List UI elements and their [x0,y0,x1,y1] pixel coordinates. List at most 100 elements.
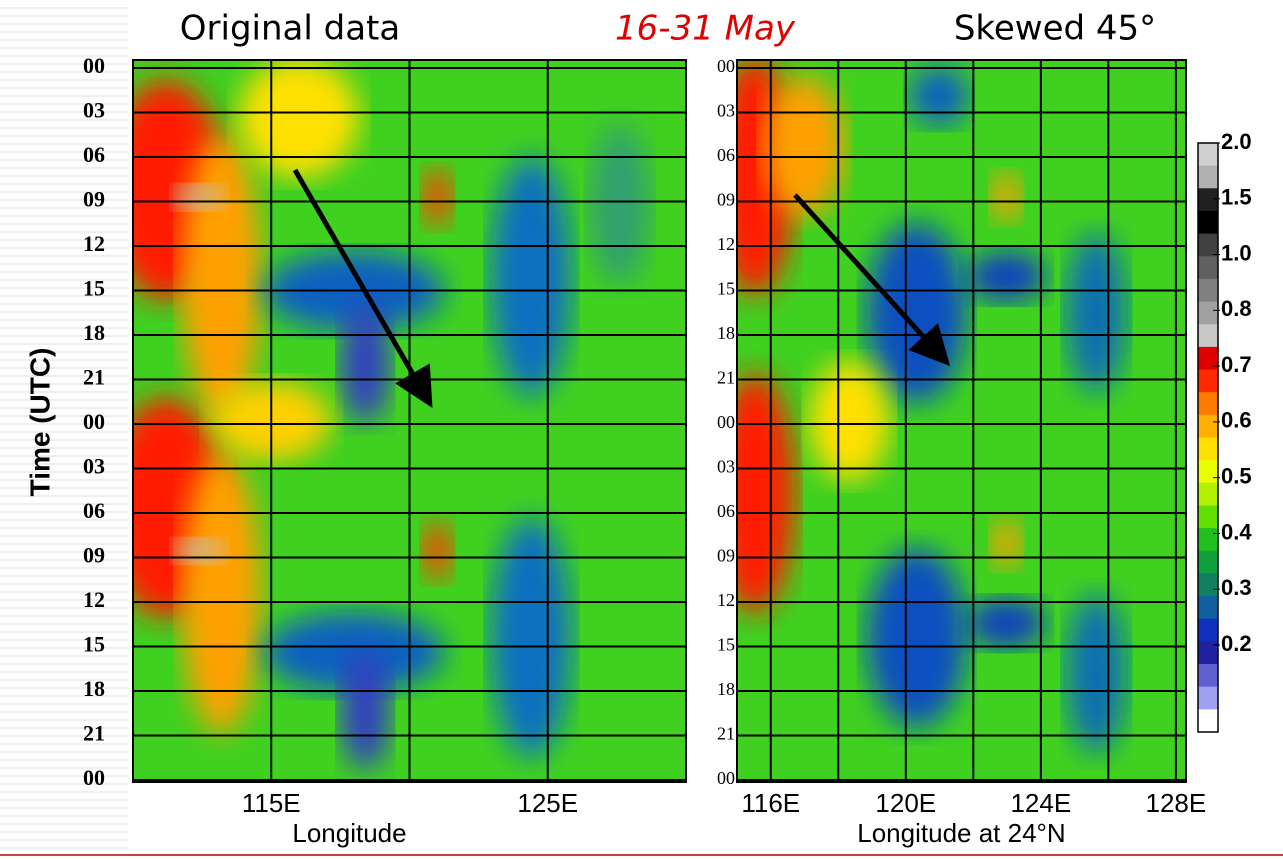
colorbar-swatch [1198,278,1218,303]
y-tick-label: 03 [717,457,735,477]
heatmap-blob [238,60,359,178]
y-tick-label: 09 [83,187,105,212]
colorbar-swatch [1198,233,1218,257]
heatmap-blob [966,251,1047,302]
y-tick-label: 06 [83,498,105,523]
panels: 00 03 06 09 12 15 18 21 00 03 06 09 12 15 18 21 00 115E 12… [83,53,1206,848]
plot-frame [132,59,687,783]
colorbar-swatch [1198,210,1218,235]
y-tick-label: 06 [717,501,735,521]
y-tick-label: 06 [83,142,105,167]
colorbar-swatch [1198,437,1218,461]
x-tick-label: 128E [1146,788,1207,818]
y-tick-label: 12 [717,234,735,254]
heatmap-blob [866,222,967,403]
colorbar-swatch [1198,618,1218,642]
colorbar-swatch [1198,324,1218,348]
y-tick-label: 09 [83,543,105,568]
colorbar-swatch [1198,392,1218,416]
arrow [292,168,433,408]
y-tick-label: 18 [717,323,735,343]
y-tick-label: 18 [83,320,105,345]
heatmap-blob [422,520,453,581]
heatmap-blob [422,167,453,228]
colorbar-swatch [1198,143,1218,167]
y-tick-label: 09 [717,546,735,566]
y-tick-label: 00 [717,56,735,76]
heatmap-blob [340,303,391,424]
y-tick-label: 00 [83,409,105,434]
x-tick-label: 120E [875,788,936,818]
y-tick-label: 03 [717,101,735,121]
y-tick-label: 21 [83,365,105,390]
heatmap-blob [866,547,967,728]
y-tick-label: 12 [83,587,105,612]
heatmap [737,60,1186,782]
heatmap-blob [174,185,225,210]
y-tick-label: 21 [717,368,735,388]
y-tick-label: 06 [717,145,735,165]
heatmap [133,60,686,782]
colorbar-frame [1197,142,1219,733]
heatmap-blob [991,518,1022,569]
colorbar-swatch [1198,709,1218,733]
x-axis-label: Longitude [292,818,406,848]
y-tick-label: 12 [83,231,105,256]
colorbar-swatch [1198,414,1218,438]
heatmap-blob [991,172,1022,223]
y-tick-label: 21 [83,721,105,746]
y-tick-label: 00 [717,768,735,788]
colorbar-swatch [1198,528,1218,552]
colorbar-label: 0.6 [1221,408,1252,433]
heatmap-blob [181,454,262,735]
x-tick-label: 124E [1010,788,1071,818]
y-tick-label: 00 [83,765,105,790]
heatmap-blob [264,612,445,693]
y-tick-label: 18 [717,679,735,699]
colorbar-label: 0.8 [1221,296,1252,321]
heatmap-blob [737,373,795,614]
x-tick-label: 125E [517,788,578,818]
colorbar-swatch [1198,165,1218,189]
colorbar-label: 0.7 [1221,352,1252,377]
colorbar-swatch [1198,664,1218,688]
colorbar-swatch [1198,505,1218,529]
colorbar-swatch [1198,346,1218,371]
y-tick-label: 12 [717,590,735,610]
colorbar-swatch [1198,641,1218,665]
colorbar-swatch [1198,550,1218,574]
y-tick-label: 03 [83,454,105,479]
heatmap-blob [966,598,1047,649]
colorbar-swatch [1198,460,1218,484]
y-tick-label: 09 [717,190,735,210]
colorbar-label: 0.5 [1221,463,1252,488]
colorbar-swatch [1198,686,1218,710]
x-axis-label: Longitude at 24°N [857,818,1065,848]
heatmap-blob [491,156,572,397]
x-tick-label: 116E [741,788,800,818]
colorbar-label: 2.0 [1221,129,1252,154]
colorbar-label: 0.4 [1221,519,1252,544]
y-tick-label: 00 [717,412,735,432]
title-right: Skewed 45° [954,9,1156,49]
y-tick-label: 15 [83,632,105,657]
heatmap-blob [909,66,970,127]
x-tick-label: 115E [242,788,301,818]
heatmap-blob [589,124,650,285]
title-center: 16-31 May [615,9,796,49]
title-left: Original data [180,9,400,49]
colorbar-swatch [1198,369,1218,393]
plot-frame [736,59,1187,783]
y-tick-label: 18 [83,676,105,701]
heatmap-blob [764,76,845,217]
y-tick-label: 15 [717,279,735,299]
y-tick-label: 21 [717,724,735,744]
y-tick-label: 03 [83,98,105,123]
colorbar-swatch [1198,188,1218,212]
y-tick-label: 15 [717,635,735,655]
arrow [793,193,951,367]
heatmap-blob [809,361,890,481]
colorbar-label: 0.3 [1221,575,1252,600]
colorbar-swatch [1198,596,1218,620]
